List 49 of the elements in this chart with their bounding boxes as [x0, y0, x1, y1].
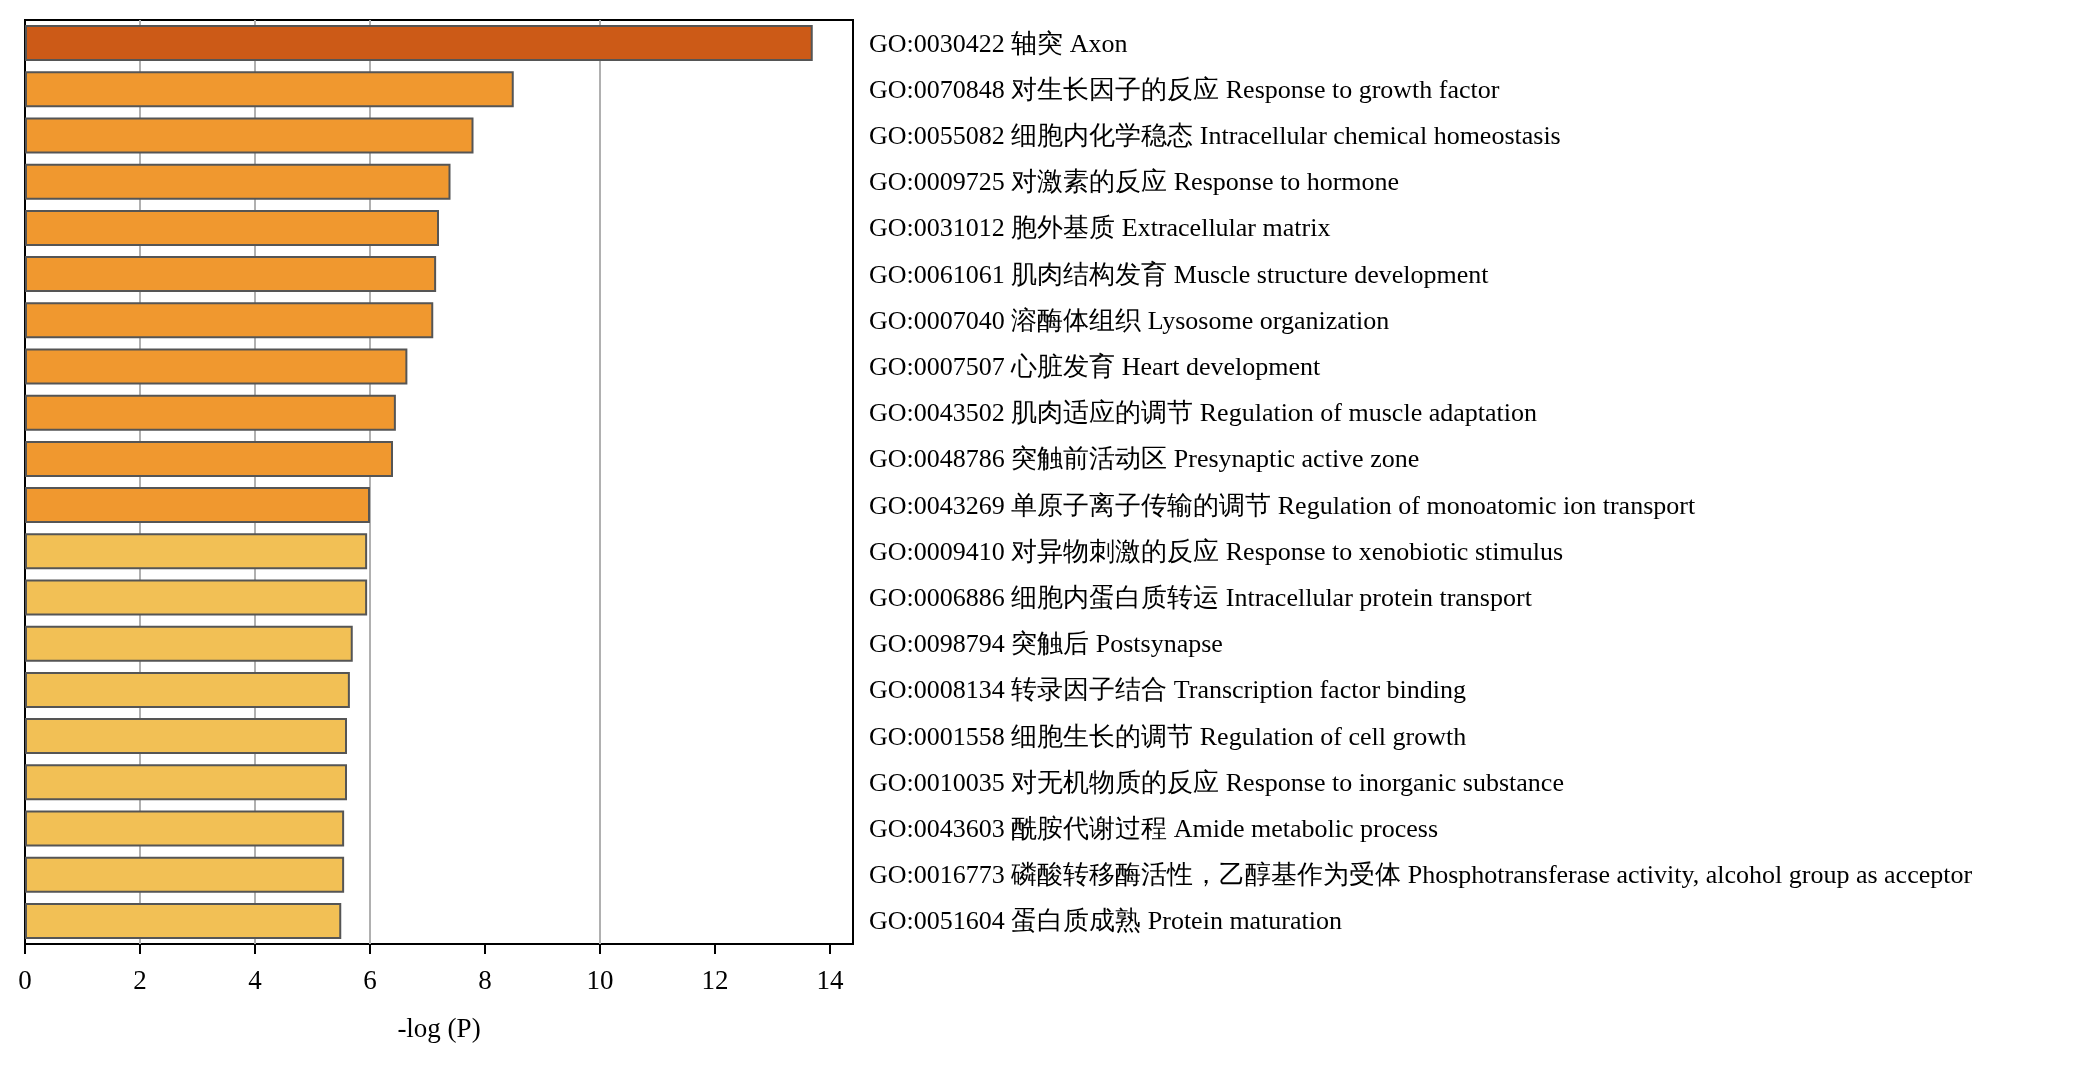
bar	[25, 764, 347, 801]
x-tick-label: 8	[478, 964, 492, 995]
x-tick-label: 10	[586, 964, 614, 995]
bar	[25, 856, 345, 893]
bar	[25, 810, 345, 847]
y-tick-label: GO:0051604 蛋白质成熟 Protein maturation	[869, 906, 1343, 936]
x-tick-label: 2	[133, 964, 147, 995]
bar	[25, 579, 368, 616]
bar	[25, 25, 813, 62]
bar	[25, 671, 350, 708]
y-tick-label: GO:0031012 胞外基质 Extracellular matrix	[869, 213, 1331, 243]
bar	[25, 117, 474, 154]
y-tick-label: GO:0010035 对无机物质的反应 Response to inorganic substance	[869, 767, 1564, 797]
y-tick-label: GO:0098794 突触后 Postsynapse	[869, 629, 1223, 659]
bar	[25, 71, 514, 108]
x-tick-label: 14	[816, 964, 844, 995]
y-tick-label: GO:0043269 单原子离子传输的调节 Regulation of monoatomic ion transport	[869, 490, 1696, 520]
y-tick-label: GO:0016773 磷酸转移酶活性，乙醇基作为受体 Phosphotransferase activity, alcohol group as acceptor	[869, 860, 1973, 890]
y-tick-label: GO:0030422 轴突 Axon	[869, 28, 1128, 58]
y-tick-label: GO:0009410 对异物刺激的反应 Response to xenobiotic stimulus	[869, 536, 1564, 566]
bar	[25, 256, 437, 293]
bar	[25, 533, 368, 570]
bar	[25, 348, 408, 385]
y-tick-label: GO:0001558 细胞生长的调节 Regulation of cell growth	[869, 721, 1467, 751]
bar	[25, 209, 439, 246]
y-tick-label: GO:0070848 对生长因子的反应 Response to growth factor	[869, 74, 1500, 104]
x-tick-label: 0	[18, 964, 32, 995]
y-tick-label: GO:0006886 细胞内蛋白质转运 Intracellular protein transport	[869, 583, 1533, 612]
x-tick-label: 4	[248, 964, 263, 995]
y-tick-label: GO:0009725 对激素的反应 Response to hormone	[869, 167, 1400, 197]
bar	[25, 302, 434, 339]
bar	[25, 902, 342, 939]
y-tick-label: GO:0061061 肌肉结构发育 Muscle structure development	[869, 259, 1490, 289]
bar	[25, 487, 370, 524]
x-tick-label: 12	[701, 964, 729, 995]
y-tick-label: GO:0043502 肌肉适应的调节 Regulation of muscle adaptation	[869, 398, 1537, 428]
bar	[25, 718, 347, 755]
bar	[25, 625, 353, 662]
bar	[25, 440, 393, 477]
y-tick-label: GO:0008134 转录因子结合 Transcription factor binding	[869, 675, 1466, 705]
x-tick-label: 6	[363, 964, 377, 995]
y-tick-label: GO:0048786 突触前活动区 Presynaptic active zone	[869, 444, 1420, 474]
y-tick-label: GO:0043603 酰胺代谢过程 Amide metabolic process	[869, 814, 1439, 843]
y-tick-label: GO:0007040 溶酶体组织 Lysosome organization	[869, 305, 1390, 335]
bar	[25, 394, 396, 431]
bar	[25, 163, 451, 200]
x-axis-title: -log (P)	[397, 1012, 481, 1043]
y-tick-label: GO:0055082 细胞内化学稳态 Intracellular chemical homeostasis	[869, 121, 1561, 150]
y-tick-label: GO:0007507 心脏发育 Heart development	[869, 352, 1322, 381]
